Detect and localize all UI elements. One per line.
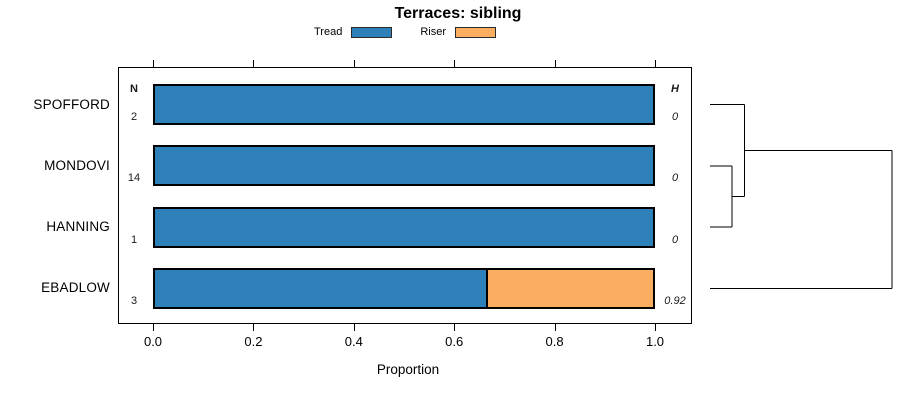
- n-column-header: N: [130, 83, 138, 95]
- n-value-hanning: 1: [130, 233, 138, 246]
- h-value-spofford: 0: [671, 111, 679, 123]
- h-value-ebadlow: 0.92: [664, 294, 686, 307]
- h-value-mondovi: 0: [671, 172, 679, 185]
- x-tick-top: [353, 60, 355, 67]
- x-tick-label: 0.0: [143, 334, 163, 349]
- x-tick-label: 0.6: [445, 334, 464, 349]
- x-axis-title: Proportion: [376, 362, 440, 377]
- x-tick-top: [454, 60, 456, 67]
- row-label-mondovi: MONDOVI: [44, 157, 110, 173]
- x-tick-top: [253, 60, 255, 67]
- x-tick-bottom: [353, 324, 355, 331]
- x-tick-top: [655, 60, 656, 67]
- x-tick-bottom: [253, 324, 255, 331]
- bar-spofford: [153, 84, 655, 125]
- x-tick-top: [554, 60, 556, 67]
- h-column-header: H: [671, 83, 679, 95]
- legend-item-tread: Tread: [314, 26, 393, 38]
- row-label-spofford: SPOFFORD: [33, 96, 110, 112]
- legend-label-tread: Tread: [314, 26, 343, 38]
- x-tick-bottom: [655, 324, 656, 331]
- x-tick-bottom: [454, 324, 456, 331]
- bar-segment-riser: [485, 269, 653, 307]
- bar-segment-tread: [155, 147, 653, 185]
- h-value-hanning: 0: [671, 233, 679, 246]
- bar-segment-tread: [155, 269, 486, 307]
- legend-label-riser: Riser: [420, 26, 446, 38]
- x-tick-label: 0.2: [244, 334, 263, 349]
- x-tick-top: [153, 60, 154, 67]
- x-tick-bottom: [153, 324, 154, 331]
- chart-title: Terraces: sibling: [394, 5, 522, 22]
- n-value-ebadlow: 3: [130, 294, 138, 307]
- bar-mondovi: [153, 145, 655, 187]
- n-value-mondovi: 14: [127, 172, 141, 185]
- legend: Tread Riser: [314, 26, 496, 38]
- x-tick-label: 1.0: [645, 334, 665, 349]
- bar-hanning: [153, 206, 655, 248]
- bar-segment-tread: [155, 86, 653, 123]
- x-tick-label: 0.4: [344, 334, 363, 349]
- legend-item-riser: Riser: [420, 26, 496, 38]
- row-label-hanning: HANNING: [46, 219, 110, 235]
- legend-swatch-riser: [455, 26, 496, 38]
- n-value-spofford: 2: [130, 111, 138, 123]
- plot-frame: [118, 67, 692, 324]
- row-label-ebadlow: EBADLOW: [41, 280, 110, 296]
- x-tick-label: 0.8: [545, 334, 564, 349]
- bar-ebadlow: [153, 267, 655, 309]
- x-tick-bottom: [554, 324, 556, 331]
- bar-segment-tread: [155, 208, 653, 246]
- legend-swatch-tread: [351, 26, 393, 38]
